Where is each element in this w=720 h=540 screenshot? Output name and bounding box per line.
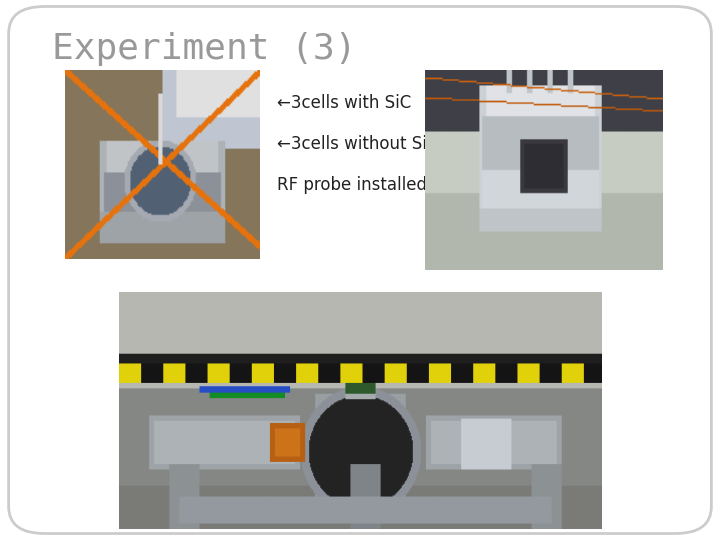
Text: RF probe installed→: RF probe installed→ bbox=[277, 176, 441, 193]
FancyBboxPatch shape bbox=[9, 6, 711, 534]
Text: ←3cells without SiC: ←3cells without SiC bbox=[277, 135, 438, 153]
Text: ←3cells with SiC: ←3cells with SiC bbox=[277, 94, 411, 112]
Text: Experiment (3): Experiment (3) bbox=[52, 32, 356, 66]
